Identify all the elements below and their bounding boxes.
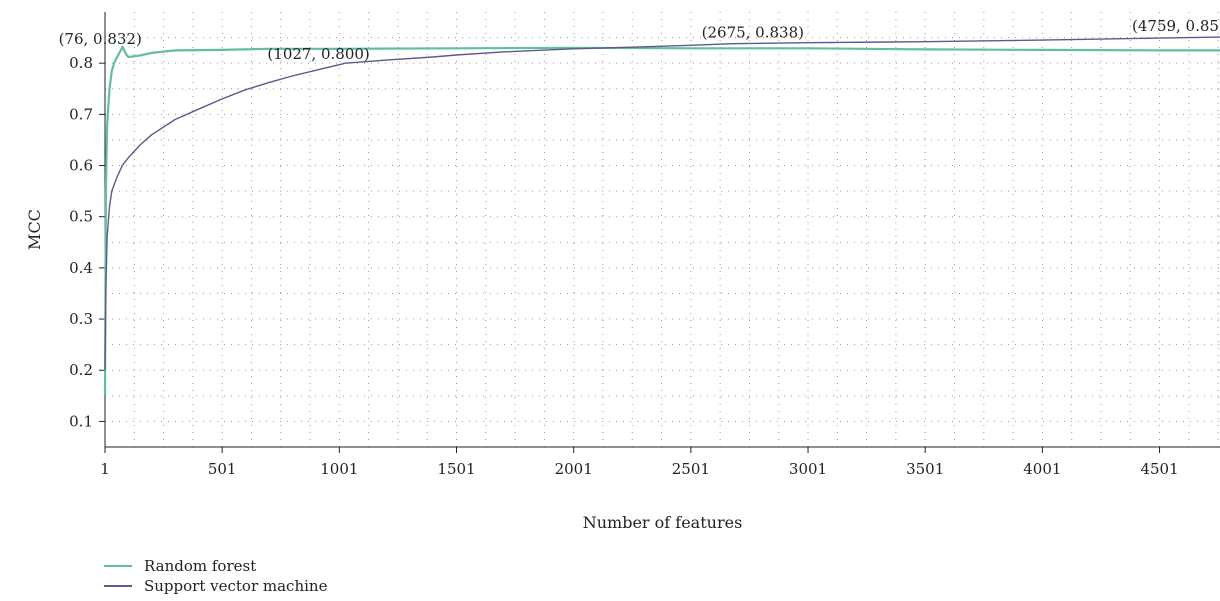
- legend-swatch-random-forest: [104, 565, 132, 567]
- legend-swatch-support-vector-machine: [104, 585, 132, 587]
- annotation-label: (4759, 0.851): [1132, 17, 1220, 35]
- series-line-random-forest: [103, 45, 1220, 396]
- grid: [105, 12, 1220, 447]
- x-tick-label: 1001: [320, 460, 358, 478]
- x-tick-label: 1501: [437, 460, 475, 478]
- x-tick-label: 4001: [1023, 460, 1061, 478]
- x-tick-label: 1: [100, 460, 110, 478]
- y-tick-label: 0.7: [69, 105, 93, 123]
- series-lines: [103, 36, 1220, 396]
- annotation-label: (76, 0.832): [59, 30, 142, 48]
- x-axis-title: Number of features: [583, 513, 743, 532]
- y-tick-label: 0.2: [69, 361, 93, 379]
- x-tick-label: 3001: [789, 460, 827, 478]
- legend-label-random-forest: Random forest: [144, 557, 257, 575]
- y-tick-label: 0.4: [69, 259, 93, 277]
- annotation-label: (2675, 0.838): [702, 24, 804, 42]
- x-tick-label: 4501: [1140, 460, 1178, 478]
- series-line-support-vector-machine: [104, 36, 1220, 371]
- y-tick-label: 0.8: [69, 54, 93, 72]
- x-tick-label: 2001: [555, 460, 593, 478]
- legend-item-random-forest: Random forest: [104, 556, 327, 576]
- y-axis-title: MCC: [25, 209, 44, 250]
- y-tick-label: 0.5: [69, 208, 93, 226]
- x-tick-label: 3501: [906, 460, 944, 478]
- legend-item-support-vector-machine: Support vector machine: [104, 576, 327, 596]
- point-annotations: (76, 0.832) (1027, 0.800) (2675, 0.838) (47…: [59, 17, 1220, 63]
- legend: Random forest Support vector machine: [104, 556, 327, 596]
- axes: 1 501 1001 1501 2001 2501 3001 3501 4001 45010.10…: [69, 12, 1220, 478]
- legend-label-support-vector-machine: Support vector machine: [144, 577, 328, 595]
- annotation-label: (1027, 0.800): [267, 45, 369, 63]
- y-tick-label: 0.1: [69, 412, 93, 430]
- x-tick-label: 501: [208, 460, 237, 478]
- y-tick-label: 0.6: [69, 157, 93, 175]
- x-tick-label: 2501: [672, 460, 710, 478]
- y-tick-label: 0.3: [69, 310, 93, 328]
